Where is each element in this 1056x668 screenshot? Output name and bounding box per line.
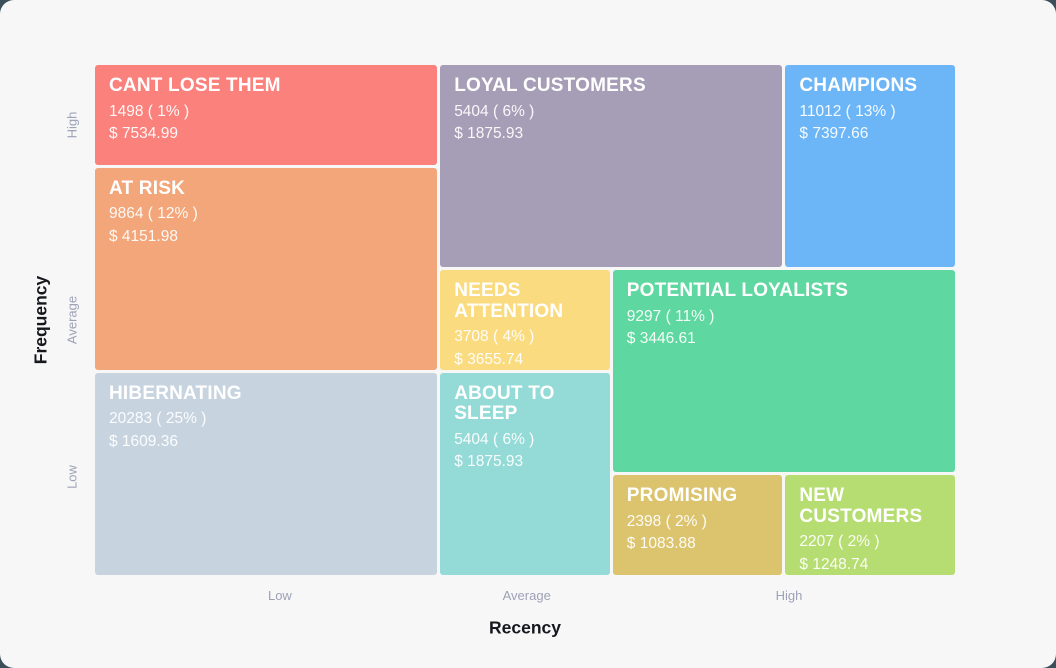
- segment-tile-hibernating[interactable]: HIBERNATING 20283 ( 25% ) $ 1609.36: [95, 372, 438, 575]
- segment-count: 5404 ( 6% ): [454, 102, 535, 120]
- segment-count: 2207 ( 2% ): [799, 533, 880, 551]
- segment-monetary: $ 1609.36: [109, 432, 178, 450]
- segment-monetary: $ 7397.66: [799, 124, 869, 142]
- segment-monetary: $ 3655.74: [454, 350, 524, 368]
- segment-title: LOYAL CUSTOMERS: [454, 75, 646, 96]
- segment-monetary: $ 1248.74: [799, 555, 869, 573]
- x-tick-low: Low: [267, 588, 292, 603]
- segment-count: 11012 ( 13% ): [799, 102, 896, 120]
- x-tick-average: Average: [502, 588, 551, 603]
- y-axis-label: Frequency: [30, 275, 51, 365]
- segment-monetary: $ 7534.99: [109, 124, 178, 142]
- segment-title: CANT LOSE THEM: [109, 75, 281, 96]
- segment-monetary: $ 1875.93: [454, 124, 524, 142]
- segment-title: AT RISK: [109, 177, 185, 199]
- segment-title: PROMISING: [626, 485, 738, 507]
- segment-title: HIBERNATING: [109, 382, 242, 404]
- rfm-plot-area: CANT LOSE THEM 1498 ( 1% ) $ 7534.99 LOYAL …: [65, 65, 955, 603]
- segment-count: 5404 ( 6% ): [454, 430, 535, 448]
- segment-tile-loyal-customers[interactable]: LOYAL CUSTOMERS 5404 ( 6% ) $ 1875.93: [440, 65, 783, 268]
- rfm-grid: CANT LOSE THEM 1498 ( 1% ) $ 7534.99 LOYAL …: [95, 65, 955, 575]
- x-axis-label: Recency: [489, 617, 561, 638]
- segment-tile-at-risk[interactable]: AT RISK 9864 ( 12% ) $ 4151.98: [95, 167, 438, 370]
- segment-title: CHAMPIONS: [799, 75, 918, 96]
- segment-title: NEW CUSTOMERS: [799, 485, 923, 527]
- y-tick-high: High: [64, 111, 80, 139]
- segment-count: 9864 ( 12% ): [109, 205, 198, 223]
- segment-count: 1498 ( 1% ): [109, 102, 190, 120]
- segment-title: ABOUT TO SLEEP: [454, 382, 555, 425]
- x-tick-high: High: [775, 588, 803, 603]
- segment-tile-new-customers[interactable]: NEW CUSTOMERS 2207 ( 2% ) $ 1248.74: [785, 475, 955, 575]
- segment-monetary: $ 4151.98: [109, 227, 178, 245]
- segment-monetary: $ 1875.93: [454, 453, 524, 471]
- segment-monetary: $ 1083.88: [626, 535, 696, 553]
- segment-count: 2398 ( 2% ): [626, 512, 707, 530]
- segment-tile-promising[interactable]: PROMISING 2398 ( 2% ) $ 1083.88: [612, 475, 783, 575]
- segment-tile-cant-lose-them[interactable]: CANT LOSE THEM 1498 ( 1% ) $ 7534.99: [95, 65, 438, 165]
- segment-tile-about-to-sleep[interactable]: ABOUT TO SLEEP 5404 ( 6% ) $ 1875.93: [440, 372, 610, 575]
- segment-count: 20283 ( 25% ): [109, 410, 207, 428]
- segment-monetary: $ 3446.61: [626, 330, 696, 348]
- y-tick-average: Average: [64, 295, 80, 345]
- segment-count: 9297 ( 11% ): [626, 307, 715, 325]
- segment-title: NEEDS ATTENTION: [454, 280, 564, 322]
- segment-tile-needs-attention[interactable]: NEEDS ATTENTION 3708 ( 4% ) $ 3655.74: [440, 270, 610, 370]
- y-tick-low: Low: [64, 465, 80, 490]
- segment-tile-potential-loyalists[interactable]: POTENTIAL LOYALISTS 9297 ( 11% ) $ 3446.61: [612, 270, 955, 473]
- segment-count: 3708 ( 4% ): [454, 328, 535, 346]
- segment-tile-champions[interactable]: CHAMPIONS 11012 ( 13% ) $ 7397.66: [785, 65, 955, 268]
- segment-title: POTENTIAL LOYALISTS: [626, 280, 849, 302]
